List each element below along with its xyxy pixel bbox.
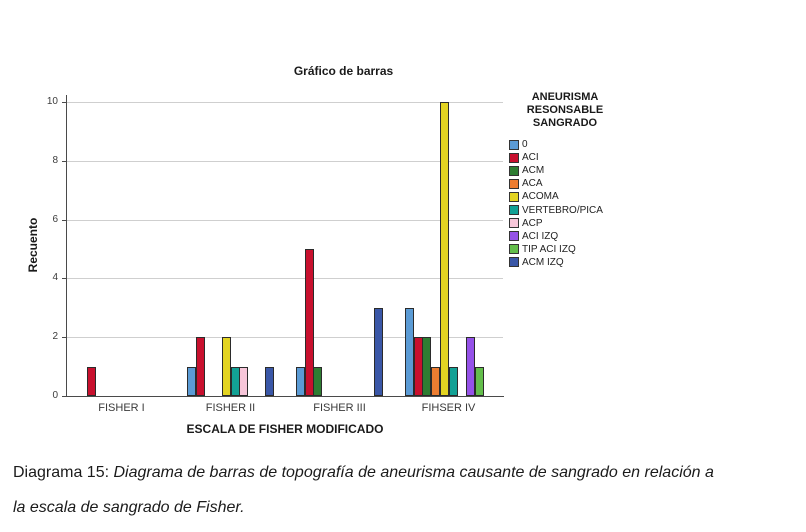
y-tick-label: 8 <box>52 154 58 166</box>
legend-item: ACM <box>509 164 544 177</box>
x-tick-label: FISHER III <box>313 402 366 414</box>
legend-item: 0 <box>509 138 528 151</box>
legend-swatch <box>509 218 519 229</box>
figure-caption: Diagrama 15: Diagrama de barras de topog… <box>13 455 799 525</box>
bar-fisher-iii-acm-izq <box>374 307 384 396</box>
legend-swatch <box>509 244 519 255</box>
legend-swatch <box>509 152 519 163</box>
legend-item: ACP <box>509 217 543 230</box>
y-tick-mark <box>62 337 66 339</box>
y-tick-label: 2 <box>52 331 58 343</box>
legend-swatch <box>509 178 519 189</box>
bar-fisher-iii-aci <box>304 249 314 396</box>
x-axis-title: ESCALA DE FISHER MODIFICADO <box>186 422 384 436</box>
bar-fihser-iv-aci-izq <box>465 337 475 396</box>
bar-fisher-ii-vertebro-pica <box>230 366 240 396</box>
bar-fisher-ii-0 <box>187 366 196 396</box>
y-tick-label: 4 <box>52 272 58 284</box>
x-tick-label: FISHER II <box>205 402 256 414</box>
legend-label: ACI <box>522 152 539 164</box>
caption-label: Diagrama 15: <box>13 464 110 481</box>
gridline <box>67 102 503 103</box>
x-axis-line <box>66 396 504 397</box>
legend-item: ACI IZQ <box>509 230 558 243</box>
bar-fihser-iv-tip-aci-izq <box>474 366 484 396</box>
bar-fisher-ii-acp <box>239 366 249 396</box>
x-tick-label: FIHSER IV <box>421 402 476 414</box>
gridline <box>67 337 503 339</box>
legend-swatch <box>509 139 519 150</box>
y-tick-mark <box>62 102 66 103</box>
y-tick-mark <box>62 396 66 397</box>
legend-label: ACOMA <box>522 191 559 203</box>
legend-item: VERTEBRO/PICA <box>509 204 603 217</box>
legend-swatch <box>509 231 519 242</box>
legend-item: ACI <box>509 151 539 164</box>
bar-fihser-iv-acoma <box>439 102 449 396</box>
legend-label: ACA <box>522 178 543 190</box>
legend-label: ACI IZQ <box>522 230 559 242</box>
bar-fisher-i-aci <box>86 366 96 396</box>
legend-swatch <box>509 165 519 176</box>
gridline <box>67 278 503 280</box>
legend-item: ACOMA <box>509 190 559 203</box>
chart-title: Gráfico de barras <box>293 64 394 78</box>
bar-fihser-iv-acm <box>422 337 432 396</box>
gridline <box>67 219 503 221</box>
y-tick-mark <box>62 278 66 280</box>
legend-title: ANEURISMA RESONSABLE SANGRADO <box>526 91 604 129</box>
bar-fisher-iii-acm <box>313 366 323 396</box>
legend-label: ACM <box>522 165 545 177</box>
gridline <box>67 160 503 162</box>
legend-swatch <box>509 205 519 215</box>
legend-label: 0 <box>522 139 528 150</box>
bar-fisher-ii-acoma <box>221 337 231 396</box>
legend-label: ACP <box>522 217 543 229</box>
legend-label: TIP ACI IZQ <box>522 243 576 255</box>
legend-swatch <box>509 191 519 202</box>
legend-item: TIP ACI IZQ <box>509 243 576 256</box>
y-tick-label: 0 <box>52 390 58 401</box>
legend-swatch <box>509 257 519 268</box>
y-axis-title: Recuento <box>26 217 40 273</box>
bar-fihser-iv-vertebro-pica <box>448 366 458 396</box>
bar-fisher-ii-aci <box>195 337 205 396</box>
legend-item: ACM IZQ <box>509 256 564 269</box>
y-tick-mark <box>62 160 66 162</box>
legend-label: ACM IZQ <box>522 256 564 268</box>
legend-item: ACA <box>509 177 543 190</box>
y-tick-label: 10 <box>46 96 58 107</box>
bar-fisher-ii-acm-izq <box>265 366 275 396</box>
bar-fisher-iii-0 <box>296 366 305 396</box>
x-tick-label: FISHER I <box>98 402 145 414</box>
bar-fihser-iv-0 <box>405 307 414 396</box>
bar-fihser-iv-aci <box>413 337 423 396</box>
y-axis-line <box>66 95 67 397</box>
caption-text: Diagrama de barras de topografía de aneu… <box>13 464 714 516</box>
y-tick-mark <box>62 219 66 221</box>
y-tick-label: 6 <box>52 213 58 225</box>
legend-label: VERTEBRO/PICA <box>522 204 603 216</box>
bar-fihser-iv-aca <box>431 366 441 396</box>
